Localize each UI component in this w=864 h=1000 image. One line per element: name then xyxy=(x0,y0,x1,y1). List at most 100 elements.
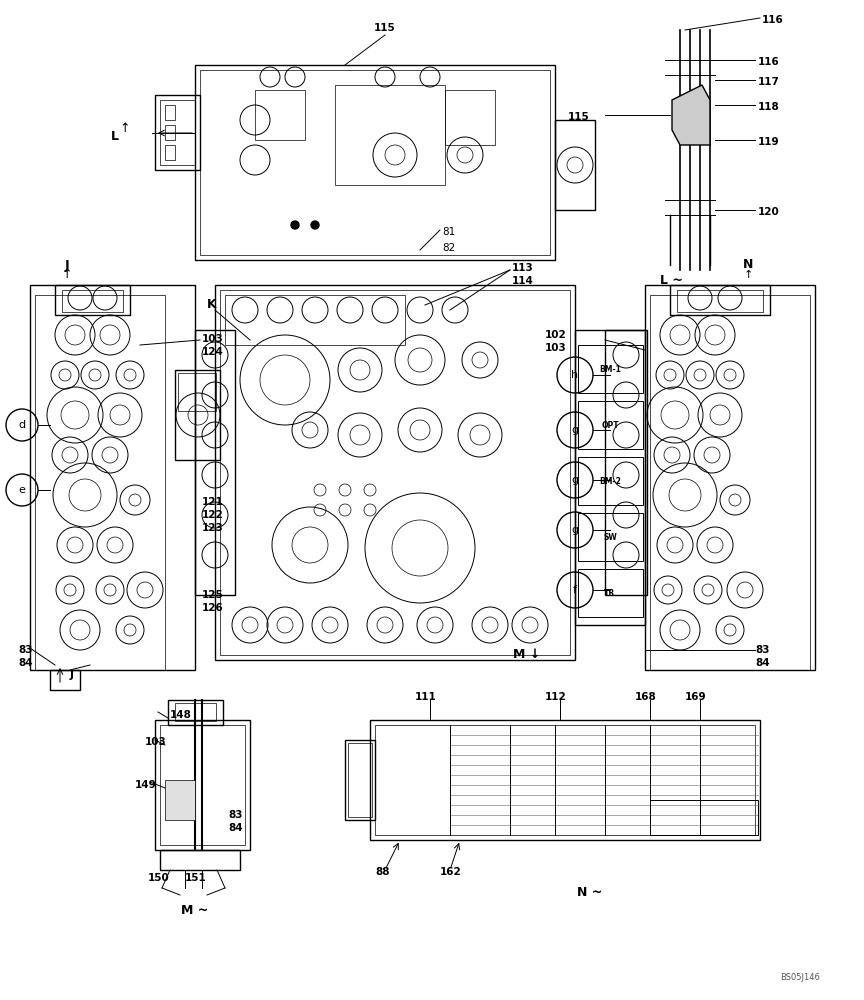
Bar xyxy=(160,725,245,845)
Bar xyxy=(670,285,770,315)
Bar xyxy=(578,569,643,617)
Text: 103: 103 xyxy=(202,334,224,344)
Text: ↑: ↑ xyxy=(120,121,130,134)
Bar xyxy=(195,65,555,260)
Text: 123: 123 xyxy=(202,523,224,533)
Text: M ~: M ~ xyxy=(181,904,209,916)
Text: ↑: ↑ xyxy=(743,270,753,280)
Text: N ~: N ~ xyxy=(577,886,603,898)
Bar xyxy=(165,125,175,140)
Text: J: J xyxy=(70,670,74,680)
Bar xyxy=(555,120,595,210)
Text: 169: 169 xyxy=(685,692,707,702)
Bar xyxy=(578,457,643,505)
Bar xyxy=(225,295,405,345)
Bar xyxy=(575,330,645,625)
Text: 162: 162 xyxy=(440,867,461,877)
Polygon shape xyxy=(672,85,710,145)
Text: 125: 125 xyxy=(202,590,224,600)
Bar xyxy=(677,290,763,312)
Text: 148: 148 xyxy=(170,710,192,720)
Text: 88: 88 xyxy=(375,867,390,877)
Text: 84: 84 xyxy=(228,823,243,833)
Circle shape xyxy=(291,221,299,229)
Bar xyxy=(160,850,240,870)
Text: N: N xyxy=(743,258,753,271)
Bar xyxy=(165,780,195,820)
Bar xyxy=(155,720,250,850)
Text: L ~: L ~ xyxy=(660,273,683,286)
Text: 83: 83 xyxy=(228,810,243,820)
Text: 122: 122 xyxy=(202,510,224,520)
Text: 150: 150 xyxy=(148,873,169,883)
Text: 116: 116 xyxy=(762,15,784,25)
Text: d: d xyxy=(18,420,26,430)
Bar xyxy=(578,401,643,449)
Bar xyxy=(195,330,235,595)
Bar xyxy=(650,295,810,670)
Bar xyxy=(650,800,700,835)
Text: 112: 112 xyxy=(545,692,567,702)
Text: 83: 83 xyxy=(755,645,770,655)
Bar xyxy=(578,513,643,561)
Text: 103: 103 xyxy=(545,343,567,353)
Text: 114: 114 xyxy=(512,276,534,286)
Text: 102: 102 xyxy=(545,330,567,340)
Text: 116: 116 xyxy=(758,57,779,67)
Bar xyxy=(165,145,175,160)
Bar xyxy=(445,90,495,145)
Text: 126: 126 xyxy=(202,603,224,613)
Text: 81: 81 xyxy=(442,227,455,237)
Text: SW: SW xyxy=(603,532,617,542)
Text: 83: 83 xyxy=(18,645,33,655)
Text: 149: 149 xyxy=(135,780,156,790)
Text: 124: 124 xyxy=(202,347,224,357)
Text: f: f xyxy=(573,585,577,595)
Text: 118: 118 xyxy=(758,102,779,112)
Text: M ↓: M ↓ xyxy=(513,648,541,662)
Text: 84: 84 xyxy=(755,658,770,668)
Bar xyxy=(370,720,760,840)
Bar xyxy=(345,740,375,820)
Bar xyxy=(375,725,755,835)
Bar xyxy=(175,370,220,460)
Text: e: e xyxy=(18,485,25,495)
Bar xyxy=(645,285,815,670)
Text: 103: 103 xyxy=(145,737,167,747)
Bar xyxy=(50,670,80,690)
Text: TR: TR xyxy=(605,588,616,597)
Text: ↑: ↑ xyxy=(61,268,73,282)
Text: 115: 115 xyxy=(374,23,396,33)
Text: 117: 117 xyxy=(758,77,780,87)
Bar xyxy=(35,295,165,670)
Text: g: g xyxy=(571,525,579,535)
Text: K: K xyxy=(207,298,217,312)
Bar xyxy=(55,285,130,315)
Text: h: h xyxy=(571,370,579,380)
Text: J: J xyxy=(65,258,69,271)
Bar xyxy=(178,373,216,411)
Text: BM-2: BM-2 xyxy=(599,477,621,486)
Bar xyxy=(62,290,123,312)
Text: 115: 115 xyxy=(568,112,590,122)
Text: 120: 120 xyxy=(758,207,779,217)
Text: 151: 151 xyxy=(185,873,206,883)
Bar xyxy=(255,90,305,140)
Text: g: g xyxy=(571,475,579,485)
Bar xyxy=(605,330,647,595)
Bar xyxy=(175,703,216,721)
Text: 119: 119 xyxy=(758,137,779,147)
Text: OPT: OPT xyxy=(601,420,619,430)
Bar xyxy=(155,95,200,170)
Text: L: L xyxy=(111,129,119,142)
Text: 111: 111 xyxy=(415,692,436,702)
Bar xyxy=(30,285,195,670)
Text: 113: 113 xyxy=(512,263,534,273)
Text: 84: 84 xyxy=(18,658,33,668)
Bar xyxy=(168,700,223,725)
Bar xyxy=(215,285,575,660)
Bar xyxy=(160,100,195,165)
Bar xyxy=(220,290,570,655)
Bar xyxy=(700,800,758,835)
Text: BM-1: BM-1 xyxy=(599,364,621,373)
